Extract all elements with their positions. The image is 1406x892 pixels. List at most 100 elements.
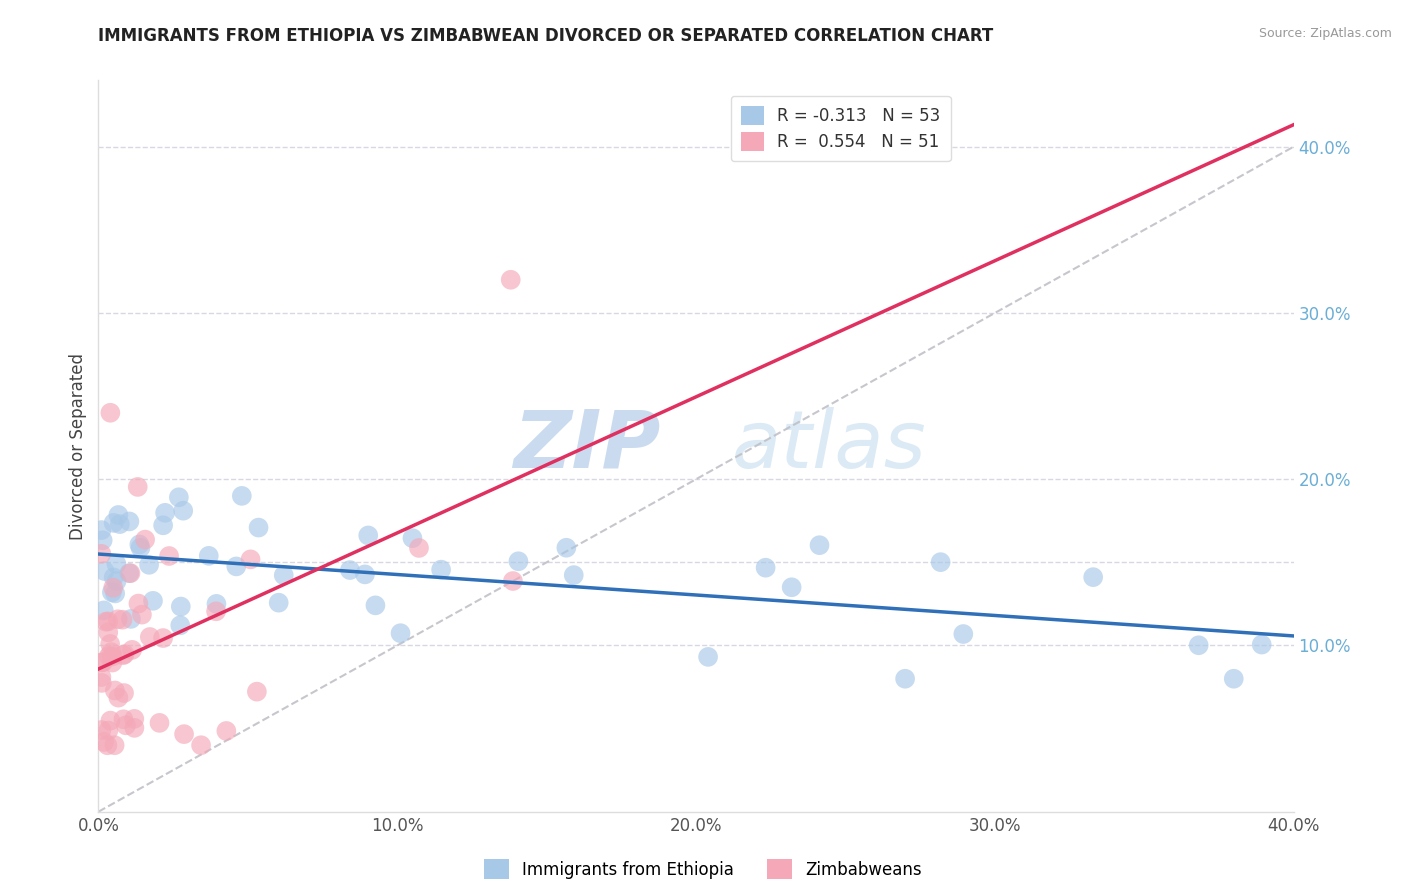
Point (97, 615, 120, 629)
Point (562, 568, 585, 582)
Point (247, 520, 270, 534)
Y-axis label: Divorced or Separated: Divorced or Separated (69, 352, 87, 540)
Legend: Immigrants from Ethiopia, Zimbabweans: Immigrants from Ethiopia, Zimbabweans (484, 859, 922, 880)
Text: IMMIGRANTS FROM ETHIOPIA VS ZIMBABWEAN DIVORCED OR SEPARATED CORRELATION CHART: IMMIGRANTS FROM ETHIOPIA VS ZIMBABWEAN D… (98, 27, 994, 45)
Point (93, 603, 115, 617)
Point (90, 523, 112, 537)
Point (111, 613, 134, 627)
Point (142, 594, 165, 608)
Text: Source: ZipAtlas.com: Source: ZipAtlas.com (1258, 27, 1392, 40)
Point (93, 564, 115, 578)
Point (105, 574, 128, 589)
Point (103, 581, 125, 595)
Point (1188, 638, 1211, 652)
Point (148, 715, 170, 730)
Point (103, 570, 125, 584)
Point (697, 649, 720, 664)
Point (104, 738, 127, 752)
Point (139, 630, 162, 644)
Point (1081, 570, 1104, 584)
Point (408, 541, 430, 555)
Point (364, 599, 387, 613)
Point (205, 597, 228, 611)
Point (508, 554, 530, 568)
Point (93, 735, 115, 749)
Point (124, 721, 146, 735)
Point (190, 738, 212, 752)
Point (1223, 672, 1246, 686)
Point (225, 559, 247, 574)
Legend: R = -0.313   N = 53, R =  0.554   N = 51: R = -0.313 N = 53, R = 0.554 N = 51 (731, 96, 950, 161)
Point (121, 643, 143, 657)
Point (231, 489, 253, 503)
Point (357, 528, 380, 542)
Point (91, 533, 114, 548)
Point (104, 586, 127, 600)
Point (105, 557, 128, 571)
Point (929, 555, 952, 569)
Point (107, 508, 129, 522)
Point (339, 563, 361, 577)
Point (138, 558, 160, 572)
Point (90, 547, 112, 561)
Point (124, 712, 146, 726)
Point (354, 567, 377, 582)
Point (101, 656, 124, 670)
Point (170, 599, 193, 614)
Point (115, 718, 138, 732)
Point (112, 686, 135, 700)
Point (952, 627, 974, 641)
Point (90, 656, 112, 670)
Point (112, 648, 135, 663)
Point (555, 541, 578, 555)
Point (100, 406, 122, 420)
Point (152, 631, 174, 645)
Point (499, 273, 522, 287)
Point (94, 615, 117, 629)
Point (808, 538, 831, 552)
Point (100, 714, 122, 728)
Point (98, 637, 121, 651)
Point (101, 585, 124, 599)
Point (90, 670, 112, 684)
Point (104, 683, 127, 698)
Point (205, 604, 228, 618)
Point (273, 568, 295, 582)
Point (389, 626, 412, 640)
Point (173, 727, 195, 741)
Point (112, 712, 135, 726)
Text: ZIP: ZIP (513, 407, 661, 485)
Point (129, 541, 152, 555)
Point (401, 531, 423, 545)
Point (97, 723, 120, 738)
Point (114, 647, 136, 661)
Point (128, 537, 150, 551)
Point (152, 518, 174, 533)
Point (172, 504, 194, 518)
Point (97, 625, 120, 640)
Point (894, 672, 917, 686)
Point (215, 723, 238, 738)
Text: atlas: atlas (733, 407, 927, 485)
Point (100, 645, 122, 659)
Point (430, 563, 453, 577)
Point (101, 649, 124, 664)
Point (246, 684, 269, 698)
Point (502, 574, 524, 588)
Point (134, 533, 156, 547)
Point (90, 676, 112, 690)
Point (755, 560, 778, 574)
Point (197, 549, 219, 563)
Point (780, 580, 803, 594)
Point (108, 517, 131, 532)
Point (107, 690, 129, 705)
Point (157, 549, 180, 563)
Point (91, 656, 114, 670)
Point (107, 612, 129, 626)
Point (1250, 638, 1272, 652)
Point (131, 607, 153, 622)
Point (153, 506, 176, 520)
Point (118, 515, 141, 529)
Point (118, 566, 141, 581)
Point (120, 566, 142, 581)
